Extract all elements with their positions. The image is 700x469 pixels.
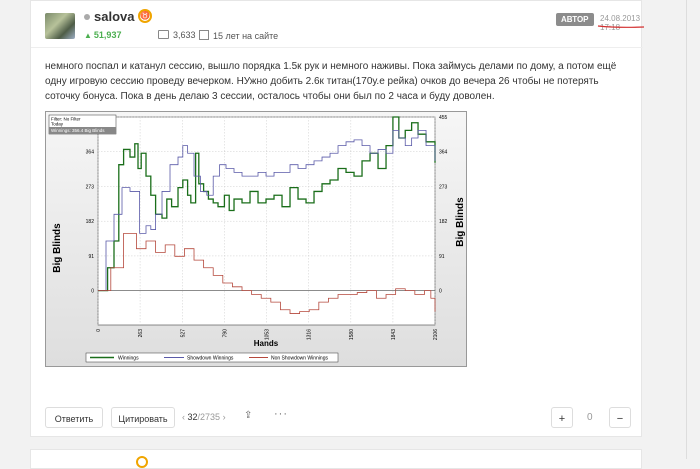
page-current: 32	[187, 412, 198, 422]
poker-graph: 0091911821822732733643644554550263527790…	[45, 111, 467, 367]
x-tick-label: 0	[96, 329, 102, 332]
x-tick-label: 263	[138, 329, 144, 338]
legend-winnings: Winnings	[118, 356, 139, 362]
page-edge	[686, 0, 687, 459]
x-tick-label: 527	[180, 329, 186, 338]
filter-box: Filter: No Filter Today Winnings: 356.4 …	[48, 114, 117, 135]
calendar-icon	[199, 30, 209, 40]
legend-showdown: Showdown Winnings	[187, 356, 234, 362]
zodiac-badge-icon: ♉	[138, 9, 152, 23]
y-tick-label-left: 364	[86, 150, 95, 156]
showdown-winnings-line	[98, 129, 436, 292]
vote-plus-button[interactable]: +	[551, 407, 573, 428]
filter-winnings: Winnings: 356.4 Big Blinds	[51, 128, 105, 133]
username[interactable]: salova	[94, 9, 135, 24]
vote-count: 0	[587, 412, 593, 423]
vote-minus-button[interactable]: −	[609, 407, 631, 428]
avatar[interactable]	[45, 13, 75, 39]
more-options-icon[interactable]: ···	[274, 408, 288, 420]
rating-value: 51,937	[93, 30, 122, 40]
next-arrow-icon[interactable]: ›	[222, 412, 226, 422]
y-tick-label-right: 91	[439, 254, 445, 260]
x-tick-label: 790	[222, 329, 228, 338]
comment-count: 3,633	[158, 30, 196, 40]
x-tick-label: 1053	[265, 329, 271, 340]
comment-count-value: 3,633	[173, 30, 196, 40]
winnings-chart: 0091911821822732733643644554550263527790…	[46, 112, 466, 366]
comment-card: salova ♉ ▲ 51,937 3,633 15 лет на сайте А…	[30, 0, 645, 437]
legend-non-showdown: Non Showdown Winnings	[271, 356, 328, 362]
quote-button[interactable]: Цитировать	[111, 407, 175, 428]
reply-button[interactable]: Ответить	[45, 407, 103, 428]
post-body: немного поспал и катанул сессию, вышло п…	[45, 61, 617, 102]
handwritten-underline	[597, 25, 645, 28]
header-divider	[31, 47, 643, 48]
y-tick-label-right: 273	[439, 184, 448, 190]
member-since-text: 15 лет на сайте	[213, 31, 279, 41]
legend: Winnings Showdown Winnings Non Showdown …	[85, 352, 339, 363]
prev-arrow-icon[interactable]: ‹	[182, 412, 185, 422]
y-tick-label-left: 273	[86, 184, 95, 190]
y-tick-label-left: 91	[88, 254, 94, 260]
y-tick-label-right: 0	[439, 289, 442, 295]
x-tick-label: 1580	[349, 329, 355, 340]
y-axis-label-right: Big Blinds	[455, 197, 466, 247]
page-total: /2735	[197, 412, 221, 422]
x-tick-label: 2106	[433, 329, 439, 340]
filter-period: Today	[51, 122, 64, 127]
x-axis-label: Hands	[254, 339, 279, 348]
post-date[interactable]: 24.08.2013 17:18	[600, 14, 641, 32]
y-tick-label-right: 182	[439, 219, 448, 225]
author-tag: АВТОР	[556, 13, 594, 26]
y-axis-label-left: Big Blinds	[52, 223, 63, 273]
zodiac-badge-icon	[136, 456, 148, 468]
comment-pager: ‹ 32/2735 ›	[182, 412, 226, 422]
y-tick-label-right: 455	[439, 115, 448, 121]
online-status-dot	[84, 14, 90, 20]
share-icon[interactable]: ⇪	[244, 410, 253, 421]
x-tick-label: 1843	[391, 329, 397, 340]
y-tick-label-left: 182	[86, 219, 95, 225]
y-tick-label-right: 364	[439, 150, 448, 156]
x-tick-label: 1316	[307, 329, 313, 340]
next-comment-card	[30, 449, 642, 469]
rating: ▲ 51,937	[84, 30, 121, 40]
comment-icon	[158, 30, 169, 39]
rating-up-icon: ▲	[84, 31, 92, 40]
y-tick-label-left: 0	[91, 289, 94, 295]
non-showdown-winnings-line	[98, 233, 436, 314]
member-since: 15 лет на сайте	[199, 30, 278, 41]
filter-label: Filter: No Filter	[51, 117, 81, 122]
